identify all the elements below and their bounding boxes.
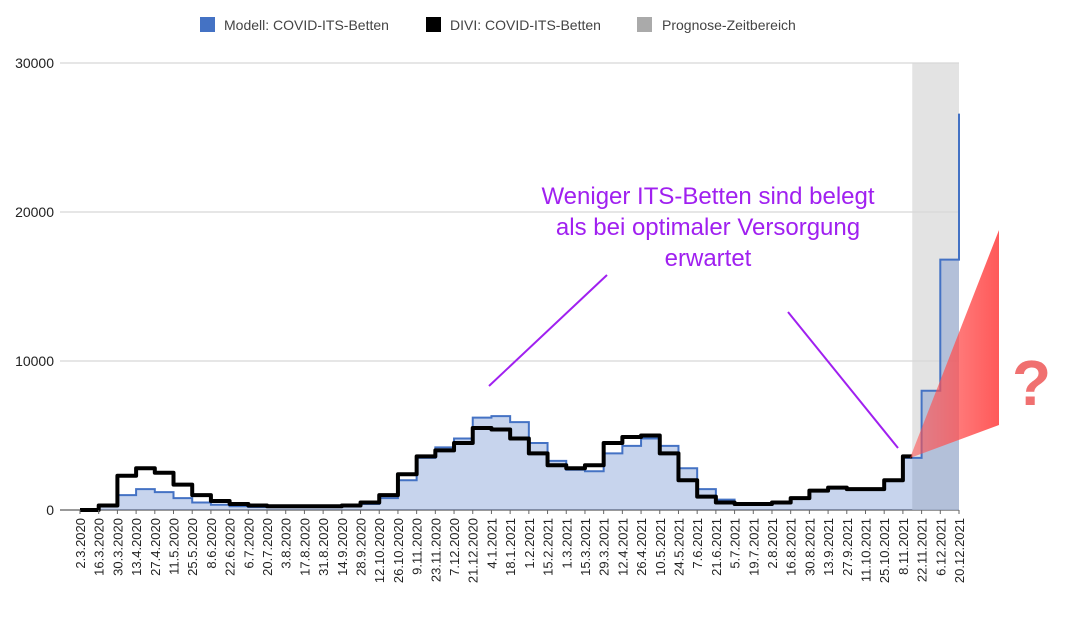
x-tick-label: 6.12.2021 — [933, 518, 948, 576]
x-tick-label: 6.7.2020 — [241, 518, 256, 569]
legend: Modell: COVID-ITS-Betten DIVI: COVID-ITS… — [200, 17, 796, 33]
annotation-arrow-2 — [787, 311, 899, 449]
x-tick-label: 20.7.2020 — [260, 518, 275, 576]
x-tick-label: 21.6.2021 — [709, 518, 724, 576]
y-tick-label: 10000 — [15, 353, 54, 369]
x-tick-label: 25.5.2020 — [185, 518, 200, 576]
legend-swatch-forecast — [637, 17, 652, 32]
annotation-arrow-1 — [488, 274, 608, 387]
series-divi-line — [80, 426, 913, 512]
x-tick-label: 8.6.2020 — [204, 518, 219, 569]
series-model-area — [80, 113, 959, 510]
legend-swatch-divi — [426, 17, 441, 32]
x-tick-label: 26.4.2021 — [634, 518, 649, 576]
x-tick-label: 31.8.2020 — [316, 518, 331, 576]
x-tick-label: 23.11.2020 — [428, 518, 443, 582]
x-tick-label: 22.6.2020 — [223, 518, 238, 576]
x-tick-label: 29.3.2021 — [597, 518, 612, 576]
x-tick-label: 30.8.2021 — [802, 518, 817, 576]
x-tick-label: 5.7.2021 — [728, 518, 743, 569]
question-mark: ? — [1012, 347, 1051, 419]
x-tick-label: 27.9.2021 — [840, 518, 855, 576]
x-tick-label: 22.11.2021 — [915, 518, 930, 582]
x-tick-label: 2.8.2021 — [765, 518, 780, 569]
x-tick-label: 1.2.2021 — [522, 518, 537, 569]
legend-label-divi: DIVI: COVID-ITS-Betten — [450, 17, 601, 33]
x-tick-label: 27.4.2020 — [148, 518, 163, 576]
forecast-uncertainty-fan — [910, 230, 999, 458]
x-tick-label: 21.12.2020 — [466, 518, 481, 583]
x-tick-label: 17.8.2020 — [297, 518, 312, 576]
annotation: Weniger ITS-Betten sind belegt als bei o… — [488, 183, 1051, 458]
x-tick-label: 15.3.2021 — [578, 518, 593, 576]
x-tick-label: 10.5.2021 — [653, 518, 668, 576]
legend-swatch-model — [200, 17, 215, 32]
y-tick-label: 30000 — [15, 55, 54, 71]
x-tick-label: 26.10.2020 — [391, 518, 406, 583]
x-axis-ticks: 2.3.2020 16.3.2020 30.3.2020 13.4.2020 27.4.… — [73, 510, 967, 583]
x-tick-label: 1.3.2021 — [559, 518, 574, 569]
x-tick-label: 25.10.2021 — [877, 518, 892, 583]
x-tick-label: 13.9.2021 — [821, 518, 836, 576]
x-tick-label: 20.12.2021 — [952, 518, 967, 583]
x-tick-label: 7.12.2020 — [447, 518, 462, 576]
x-tick-label: 9.11.2020 — [410, 518, 425, 575]
annotation-line-2: als bei optimaler Versorgung — [556, 214, 860, 241]
x-tick-label: 3.8.2020 — [279, 518, 294, 569]
x-tick-label: 11.5.2020 — [167, 518, 182, 575]
x-tick-label: 14.9.2020 — [335, 518, 350, 576]
series-divi — [80, 426, 913, 512]
x-tick-label: 15.2.2021 — [541, 518, 556, 576]
x-tick-label: 24.5.2021 — [671, 518, 686, 576]
x-tick-label: 18.1.2021 — [503, 518, 518, 576]
x-tick-label: 28.9.2020 — [354, 518, 369, 576]
series-model — [80, 113, 960, 511]
y-axis-ticks: 0 10000 20000 30000 — [15, 55, 54, 518]
x-tick-label: 12.10.2020 — [372, 518, 387, 583]
annotation-line-1: Weniger ITS-Betten sind belegt — [541, 183, 874, 210]
x-tick-label: 13.4.2020 — [129, 518, 144, 576]
annotation-line-3: erwartet — [665, 245, 752, 272]
legend-label-model: Modell: COVID-ITS-Betten — [224, 17, 389, 33]
x-tick-label: 19.7.2021 — [746, 518, 761, 576]
x-tick-label: 11.10.2021 — [858, 518, 873, 582]
legend-label-forecast: Prognose-Zeitbereich — [662, 17, 796, 33]
x-tick-label: 2.3.2020 — [73, 518, 88, 569]
x-tick-label: 16.3.2020 — [92, 518, 107, 576]
y-tick-label: 20000 — [15, 204, 54, 220]
x-tick-label: 8.11.2021 — [896, 518, 911, 575]
x-tick-label: 12.4.2021 — [615, 518, 630, 576]
x-tick-label: 16.8.2021 — [784, 518, 799, 576]
x-tick-label: 4.1.2021 — [484, 518, 499, 569]
x-tick-label: 30.3.2020 — [110, 518, 125, 576]
x-tick-label: 7.6.2021 — [690, 518, 705, 569]
y-tick-label: 0 — [46, 502, 54, 518]
